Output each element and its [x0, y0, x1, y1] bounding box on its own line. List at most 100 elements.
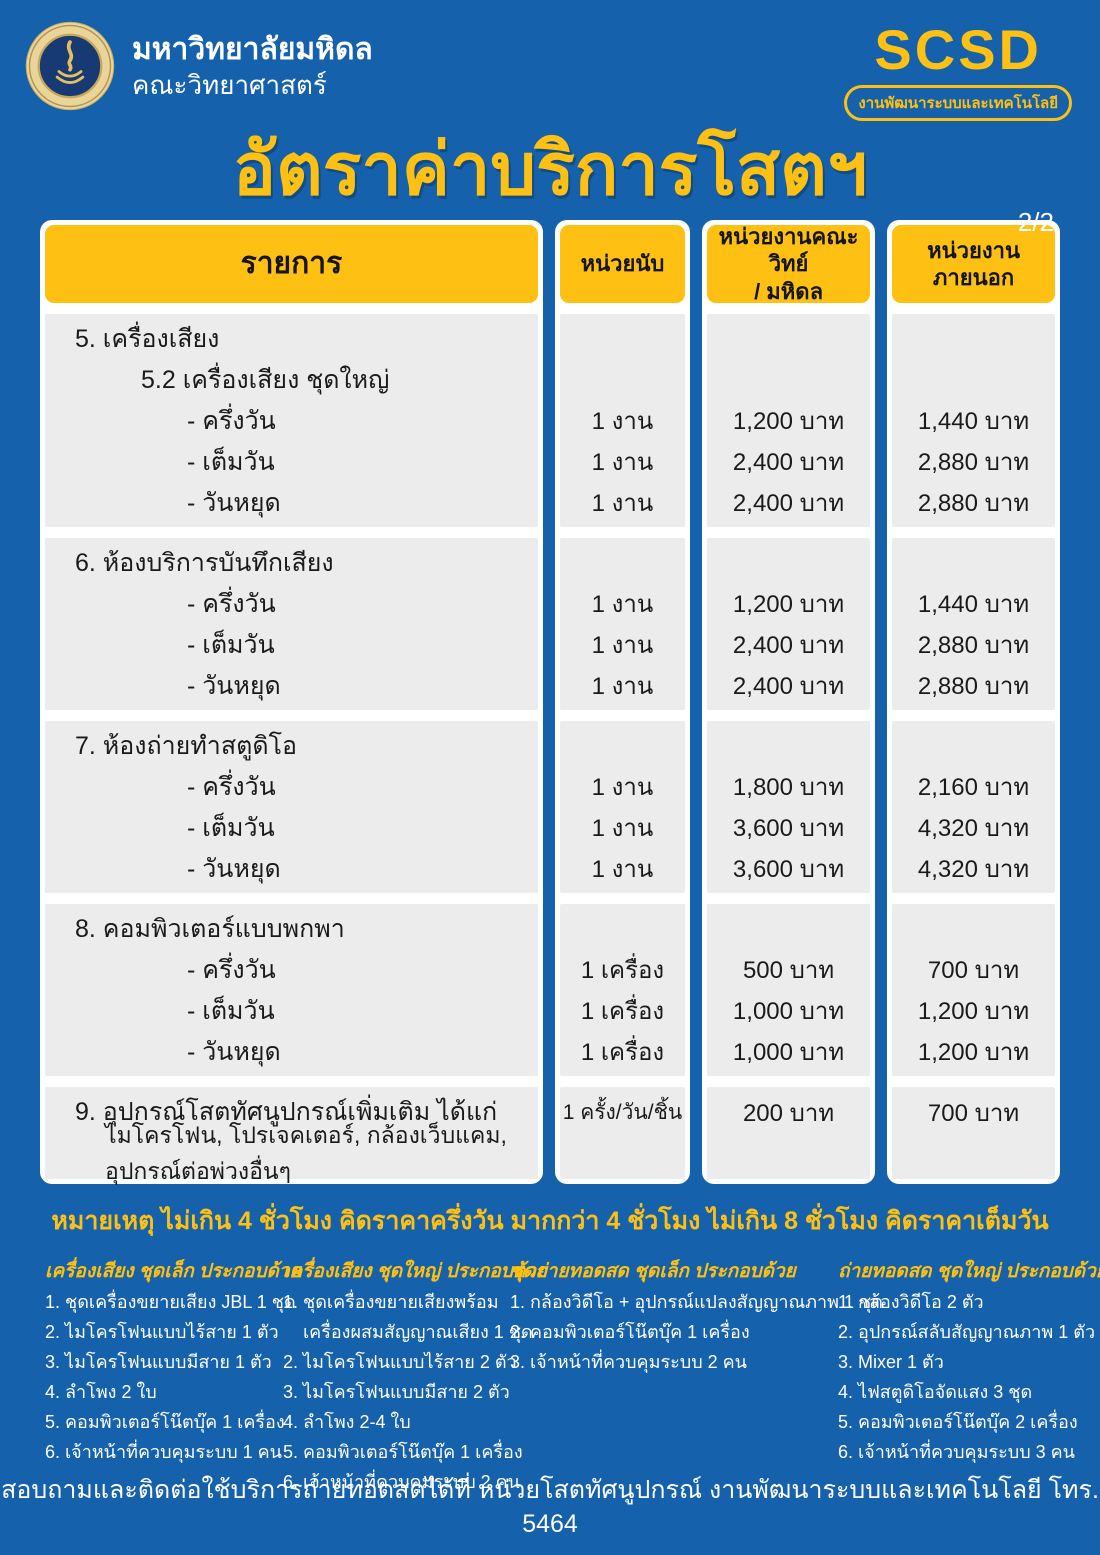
section-8-ext: 700 บาท 1,200 บาท 1,200 บาท	[892, 904, 1056, 1077]
price-cell: 1,440 บาท	[917, 408, 1030, 436]
kit-column-audio-small: เครื่องเสียง ชุดเล็ก ประกอบด้วย 1. ชุดเค…	[45, 1257, 301, 1497]
row-label: 5.2 เครื่องเสียง ชุดใหญ่	[141, 365, 390, 394]
price-cell: 200 บาท	[742, 1099, 835, 1127]
empty-cell	[892, 725, 1055, 766]
section-5-ext: 1,440 บาท 2,880 บาท 2,880 บาท	[892, 314, 1056, 528]
row-label: - เต็มวัน	[187, 630, 275, 659]
empty-cell	[892, 1133, 1055, 1175]
empty-cell	[560, 1133, 685, 1175]
unit-cell: 1 งาน	[591, 490, 654, 518]
row-label: - ครึ่งวัน	[187, 589, 276, 618]
row-sublabel: ไมโครโฟน, โปรเจคเตอร์, กล้องเว็บแคม, อุป…	[105, 1122, 507, 1185]
price-cell: 3,600 บาท	[732, 856, 845, 884]
kit-column-live-large: ถ่ายทอดสด ชุดใหญ่ ประกอบด้วย 1. กล้องวิด…	[838, 1257, 1100, 1497]
price-cell: 2,160 บาท	[917, 774, 1030, 802]
section-6: 6. ห้องบริการบันทึกเสียง - ครึ่งวัน - เต…	[45, 538, 538, 711]
unit-cell: 1 งาน	[591, 856, 654, 884]
price-cell: 1,000 บาท	[732, 998, 845, 1026]
row-label: - วันหยุด	[187, 1037, 281, 1066]
kit-item: 3. Mixer 1 ตัว	[838, 1352, 944, 1373]
section-8-fac: 500 บาท 1,000 บาท 1,000 บาท	[707, 904, 871, 1077]
university-name: มหาวิทยาลัยมหิดล	[132, 33, 373, 66]
column-header-unit: หน่วยนับ	[559, 225, 686, 304]
top-bar: มหาวิทยาลัยมหิดล คณะวิทยาศาสตร์ SCSD งาน…	[0, 0, 1100, 121]
price-cell: 700 บาท	[927, 957, 1020, 985]
kit-item: 5. คอมพิวเตอร์โน๊ตบุ๊ค 2 เครื่อง	[838, 1412, 1078, 1433]
section-7-units: 1 งาน 1 งาน 1 งาน	[559, 721, 686, 894]
unit-cell: 1 งาน	[591, 774, 654, 802]
price-cell: 1,800 บาท	[732, 774, 845, 802]
kit-item: 4. ไฟสตูดิโอจัดแสง 3 ชุด	[838, 1382, 1033, 1403]
column-header-items: รายการ	[45, 225, 538, 304]
page-title: อัตราค่าบริการโสตฯ	[232, 130, 868, 210]
row-label: 7. ห้องถ่ายทำสตูดิโอ	[75, 731, 298, 760]
kit-item: 3. ไมโครโฟนแบบมีสาย 1 ตัว	[45, 1352, 272, 1373]
empty-cell	[892, 359, 1055, 400]
section-6-ext: 1,440 บาท 2,880 บาท 2,880 บาท	[892, 538, 1056, 711]
kit-item: 3. เจ้าหน้าที่ควบคุมระบบ 2 คน	[510, 1352, 747, 1373]
kit-item: 2. อุปกรณ์สลับสัญญาณภาพ 1 ตัว	[838, 1322, 1096, 1343]
column-faculty-price: หน่วยงานคณะวิทย์ / มหิดล 1,200 บาท 2,400…	[702, 220, 876, 1185]
price-cell: 4,320 บาท	[917, 856, 1030, 884]
column-unit: หน่วยนับ 1 งาน 1 งาน 1 งาน 1 งาน 1 งาน 1…	[554, 220, 691, 1185]
section-8: 8. คอมพิวเตอร์แบบพกพา - ครึ่งวัน - เต็มว…	[45, 904, 538, 1077]
section-7-fac: 1,800 บาท 3,600 บาท 3,600 บาท	[707, 721, 871, 894]
section-7-ext: 2,160 บาท 4,320 บาท 4,320 บาท	[892, 721, 1056, 894]
price-cell: 2,400 บาท	[732, 490, 845, 518]
kit-heading: เครื่องเสียง ชุดใหญ่ ประกอบด้วย	[283, 1261, 547, 1283]
price-cell: 1,200 บาท	[917, 998, 1030, 1026]
price-cell: 2,400 บาท	[732, 673, 845, 701]
row-label: 6. ห้องบริการบันทึกเสียง	[75, 548, 334, 577]
section-5: 5. เครื่องเสียง 5.2 เครื่องเสียง ชุดใหญ่…	[45, 314, 538, 528]
kit-item: 4. ลำโพง 2-4 ใบ	[283, 1412, 411, 1433]
price-cell: 1,200 บาท	[917, 1039, 1030, 1067]
price-cell: 2,880 บาท	[917, 632, 1030, 660]
row-label: 5. เครื่องเสียง	[75, 324, 220, 353]
empty-cell	[560, 359, 685, 400]
kit-lists: เครื่องเสียง ชุดเล็ก ประกอบด้วย 1. ชุดเค…	[45, 1257, 1100, 1497]
empty-cell	[560, 725, 685, 766]
kit-item: 1. ชุดเครื่องขยายเสียงพร้อม เครื่องผสมสั…	[283, 1292, 533, 1343]
price-cell: 1,440 บาท	[917, 591, 1030, 619]
row-label: - ครึ่งวัน	[187, 955, 276, 984]
price-cell: 3,600 บาท	[732, 815, 845, 843]
kit-item: 5. คอมพิวเตอร์โน๊ตบุ๊ค 1 เครื่อง	[45, 1412, 285, 1433]
row-label: - วันหยุด	[187, 671, 281, 700]
column-items: รายการ 5. เครื่องเสียง 5.2 เครื่องเสียง …	[40, 220, 543, 1185]
empty-cell	[707, 725, 870, 766]
page-number: 2/2	[1017, 207, 1054, 237]
section-9-fac: 200 บาท	[707, 1087, 871, 1180]
empty-cell	[707, 542, 870, 583]
kit-heading: เครื่องเสียง ชุดเล็ก ประกอบด้วย	[45, 1261, 301, 1283]
price-cell: 2,880 บาท	[917, 449, 1030, 477]
row-label: - เต็มวัน	[187, 447, 275, 476]
row-label: - ครึ่งวัน	[187, 406, 276, 435]
unit-cell: 1 เครื่อง	[580, 1039, 665, 1067]
section-5-fac: 1,200 บาท 2,400 บาท 2,400 บาท	[707, 314, 871, 528]
kit-item: 1. ชุดเครื่องขยายเสียง JBL 1 ชุด	[45, 1292, 296, 1313]
empty-cell	[560, 318, 685, 359]
row-label: - วันหยุด	[187, 854, 281, 883]
row-label: - เต็มวัน	[187, 996, 275, 1025]
row-label: 8. คอมพิวเตอร์แบบพกพา	[75, 914, 345, 943]
section-9-ext: 700 บาท	[892, 1087, 1056, 1180]
mahidol-logo-icon	[25, 21, 115, 111]
kit-item: 1. กล้องวิดีโอ 2 ตัว	[838, 1292, 984, 1313]
empty-cell	[560, 542, 685, 583]
price-cell: 1,000 บาท	[732, 1039, 845, 1067]
row-label: - เต็มวัน	[187, 813, 275, 842]
price-cell: 2,880 บาท	[917, 490, 1030, 518]
brand-text: มหาวิทยาลัยมหิดล คณะวิทยาศาสตร์	[132, 31, 373, 101]
kit-item: 2. คอมพิวเตอร์โน๊ตบุ๊ค 1 เครื่อง	[510, 1322, 750, 1343]
scsd-logo: SCSD งานพัฒนาระบบและเทคโนโลยี	[844, 22, 1072, 121]
unit-cell: 1 งาน	[591, 673, 654, 701]
empty-cell	[892, 908, 1055, 949]
faculty-name: คณะวิทยาศาสตร์	[132, 69, 327, 100]
kit-heading: ถ่ายทอดสด ชุดใหญ่ ประกอบด้วย	[838, 1261, 1100, 1283]
price-cell: 700 บาท	[927, 1099, 1020, 1127]
unit-cell: 1 ครั้ง/วัน/ชิ้น	[562, 1100, 683, 1124]
price-cell: 4,320 บาท	[917, 815, 1030, 843]
kit-item: 3. ไมโครโฟนแบบมีสาย 2 ตัว	[283, 1382, 510, 1403]
kit-item: 4. ลำโพง 2 ใบ	[45, 1382, 157, 1403]
unit-cell: 1 เครื่อง	[580, 998, 665, 1026]
